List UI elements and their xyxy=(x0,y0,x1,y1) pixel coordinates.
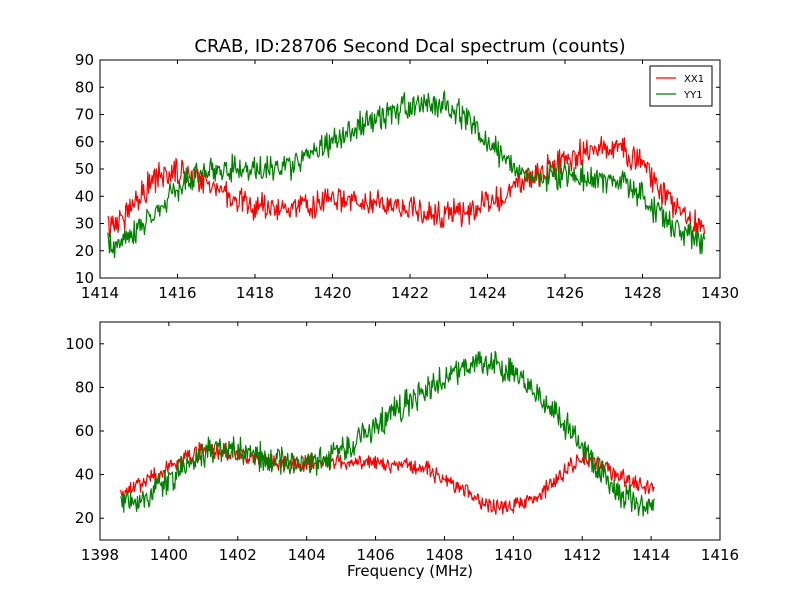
y-tick-label: 40 xyxy=(75,187,94,205)
y-tick-label: 10 xyxy=(75,269,94,287)
x-tick-label: 1414 xyxy=(81,284,119,302)
x-tick-label: 1424 xyxy=(468,284,506,302)
x-tick-label: 1412 xyxy=(563,546,601,564)
series-line-yy1-chart-1 xyxy=(107,90,706,259)
legend-label-xx1: XX1 xyxy=(684,74,704,85)
y-tick-label: 90 xyxy=(75,51,94,69)
series-line-yy1-chart-2 xyxy=(120,350,656,517)
x-tick-label: 1406 xyxy=(356,546,394,564)
x-axis-label: Frequency (MHz) xyxy=(347,562,473,580)
x-tick-label: 1422 xyxy=(391,284,429,302)
x-tick-label: 1418 xyxy=(236,284,274,302)
legend-box xyxy=(649,65,713,107)
y-tick-label: 60 xyxy=(75,422,94,440)
y-tick-label: 80 xyxy=(75,378,94,396)
x-tick-label: 1420 xyxy=(313,284,351,302)
chart-title: CRAB, ID:28706 Second Dcal spectrum (cou… xyxy=(194,36,625,57)
x-tick-label: 1416 xyxy=(158,284,196,302)
y-tick-label: 60 xyxy=(75,133,94,151)
x-tick-label: 1398 xyxy=(81,546,119,564)
top-chart-series xyxy=(107,90,706,259)
top-chart-ticks: 1414 1416 1418 1420 1422 1424 1426 1428 1430 10 20… xyxy=(75,51,739,302)
top-chart: 1414 1416 1418 1420 1422 1424 1426 1428 1430 10 20… xyxy=(75,51,739,302)
y-tick-label: 80 xyxy=(75,78,94,96)
x-tick-label: 1408 xyxy=(425,546,463,564)
x-tick-label: 1430 xyxy=(701,284,739,302)
x-tick-label: 1400 xyxy=(150,546,188,564)
x-tick-label: 1426 xyxy=(546,284,584,302)
bottom-chart-ticks: 1398 1400 1402 1404 1406 1408 1410 1412 1414 1416… xyxy=(65,322,739,564)
x-tick-label: 1416 xyxy=(701,546,739,564)
y-tick-label: 20 xyxy=(75,242,94,260)
y-tick-label: 40 xyxy=(75,466,94,484)
x-tick-label: 1402 xyxy=(219,546,257,564)
y-tick-label: 70 xyxy=(75,106,94,124)
x-tick-label: 1414 xyxy=(632,546,670,564)
x-tick-label: 1410 xyxy=(494,546,532,564)
y-tick-label: 30 xyxy=(75,215,94,233)
y-tick-label: 50 xyxy=(75,160,94,178)
bottom-chart-series xyxy=(120,350,656,517)
legend-label-yy1: YY1 xyxy=(683,90,703,101)
series-line-xx1-chart-1 xyxy=(107,135,706,238)
y-tick-label: 100 xyxy=(65,335,94,353)
x-tick-label: 1404 xyxy=(288,546,326,564)
y-tick-label: 20 xyxy=(75,509,94,527)
bottom-chart: 1398 1400 1402 1404 1406 1408 1410 1412 1414 1416… xyxy=(65,321,739,564)
x-tick-label: 1428 xyxy=(623,284,661,302)
